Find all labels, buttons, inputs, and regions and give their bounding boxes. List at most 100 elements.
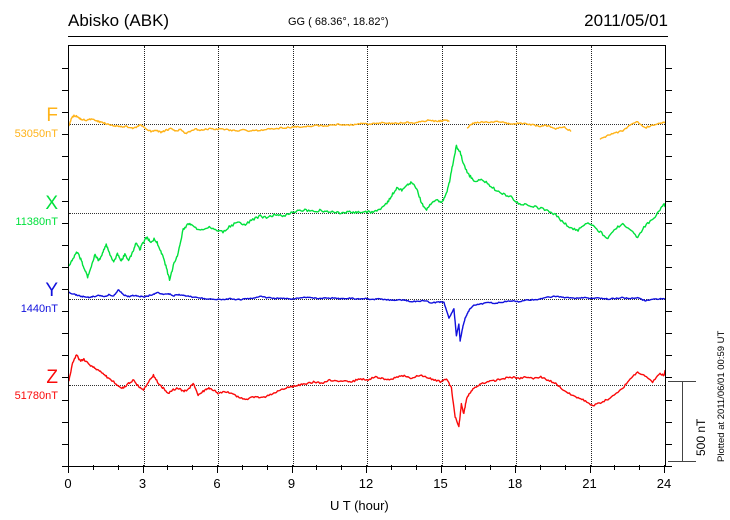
axis-tick-l [62, 289, 69, 290]
grid-line-hour-15 [441, 46, 443, 466]
grid-line-hour-12 [367, 46, 368, 466]
axis-tick-r [665, 421, 672, 423]
axis-tick-l [62, 421, 69, 423]
axis-tick-l [62, 355, 69, 357]
chart-header: Abisko (ABK) GG ( 68.36°, 18.82°) 2011/0… [0, 0, 730, 38]
component-letter-x: X [45, 193, 58, 214]
grid-line-hour-9 [292, 46, 294, 466]
axis-tick-l [62, 90, 69, 92]
geographic-coordinates: GG ( 68.36°, 18.82°) [288, 16, 389, 28]
axis-tick-r [665, 355, 672, 357]
x-axis-label-15: 15 [433, 476, 448, 491]
x-axis-label-21: 21 [582, 476, 597, 491]
axis-tick-r [665, 266, 672, 268]
axis-tick-l [62, 222, 69, 224]
x-axis-tick-13 [390, 465, 392, 470]
x-axis-tick-15 [440, 465, 442, 473]
scale-bar-label: 500 nT [694, 418, 708, 456]
x-axis-label-0: 0 [64, 476, 72, 491]
x-axis-tick-17 [490, 465, 492, 470]
trace-y [69, 289, 665, 342]
axis-tick-r [665, 112, 672, 114]
x-axis-tick-0 [68, 465, 69, 473]
x-axis-tick-18 [515, 465, 516, 473]
axis-tick-r [665, 244, 672, 246]
x-axis-tick-20 [564, 465, 566, 470]
x-axis-tick-21 [589, 465, 591, 473]
trace-segment [69, 144, 665, 282]
grid-line-hour-21 [590, 46, 592, 466]
axis-tick-l [62, 200, 69, 202]
x-axis-label-3: 3 [138, 476, 147, 491]
component-baseline-value-z: 51780nT [14, 390, 58, 402]
x-axis-tick-10 [316, 465, 318, 470]
axis-tick-r [665, 200, 672, 202]
axis-tick-l [62, 112, 69, 114]
axis-tick-r [665, 222, 672, 224]
x-axis-tick-14 [415, 465, 417, 470]
trace-segment [69, 289, 665, 342]
axis-tick-r [665, 465, 672, 467]
trace-z [69, 354, 665, 428]
axis-tick-l [62, 244, 69, 246]
trace-segment [466, 120, 572, 132]
axis-tick-r [665, 333, 672, 335]
axis-tick-l [62, 443, 69, 445]
plot-area [69, 46, 665, 466]
x-axis-tick-16 [465, 465, 467, 470]
plotted-timestamp: Plotted at 2011/06/01 00:59 UT [716, 330, 727, 462]
trace-f [69, 114, 665, 140]
observation-date: 2011/05/01 [584, 11, 668, 30]
baseline-z [69, 385, 665, 386]
grid-line-hour-6 [218, 46, 219, 466]
x-axis-tick-12 [366, 465, 367, 473]
axis-tick-r [665, 90, 672, 92]
trace-segment [599, 120, 665, 140]
component-baseline-value-y: 1440nT [20, 303, 58, 315]
x-axis-tick-23 [639, 465, 641, 470]
baseline-y [69, 299, 665, 300]
grid-line-hour-3 [143, 46, 145, 466]
trace-segment [69, 114, 450, 135]
axis-tick-l [62, 178, 69, 180]
header-divider [68, 36, 668, 37]
x-axis-tick-6 [217, 465, 218, 473]
axis-tick-l [62, 266, 69, 268]
scale-bar-cap-bottom [668, 461, 696, 462]
x-axis-tick-11 [341, 465, 343, 470]
scale-bar-cap-top [668, 381, 696, 382]
axis-tick-l [62, 399, 69, 401]
x-axis-tick-9 [291, 465, 293, 473]
x-axis-label-12: 12 [358, 476, 374, 491]
x-axis-tick-24 [664, 465, 665, 473]
x-axis-tick-5 [192, 465, 194, 470]
axis-tick-l [62, 333, 69, 335]
grid-line-hour-18 [516, 46, 517, 466]
axis-tick-r [665, 156, 672, 158]
x-axis-tick-4 [167, 465, 169, 470]
magnetogram-plot-frame [62, 45, 672, 467]
component-baseline-value-f: 53050nT [14, 128, 58, 140]
x-axis-tick-7 [241, 465, 243, 470]
x-axis-title: U T (hour) [330, 498, 389, 513]
axis-tick-l [62, 156, 69, 158]
scale-bar-vertical [682, 381, 683, 461]
x-axis-tick-1 [92, 465, 94, 470]
component-letter-z: Z [46, 367, 58, 388]
trace-segment [69, 354, 665, 428]
axis-tick-r [665, 399, 672, 401]
axis-tick-r [665, 134, 672, 136]
component-baseline-value-x: 11380nT [15, 216, 58, 228]
station-name: Abisko (ABK) [68, 11, 170, 30]
component-letter-f: F [46, 105, 58, 126]
axis-tick-r [665, 178, 672, 180]
x-axis-label-24: 24 [656, 476, 672, 491]
axis-tick-r [665, 311, 672, 313]
axis-tick-r [665, 377, 672, 379]
axis-tick-r [665, 68, 672, 69]
x-axis-tick-2 [117, 465, 119, 470]
x-axis-tick-22 [614, 465, 616, 470]
axis-tick-l [62, 311, 69, 313]
axis-tick-l [62, 377, 69, 379]
